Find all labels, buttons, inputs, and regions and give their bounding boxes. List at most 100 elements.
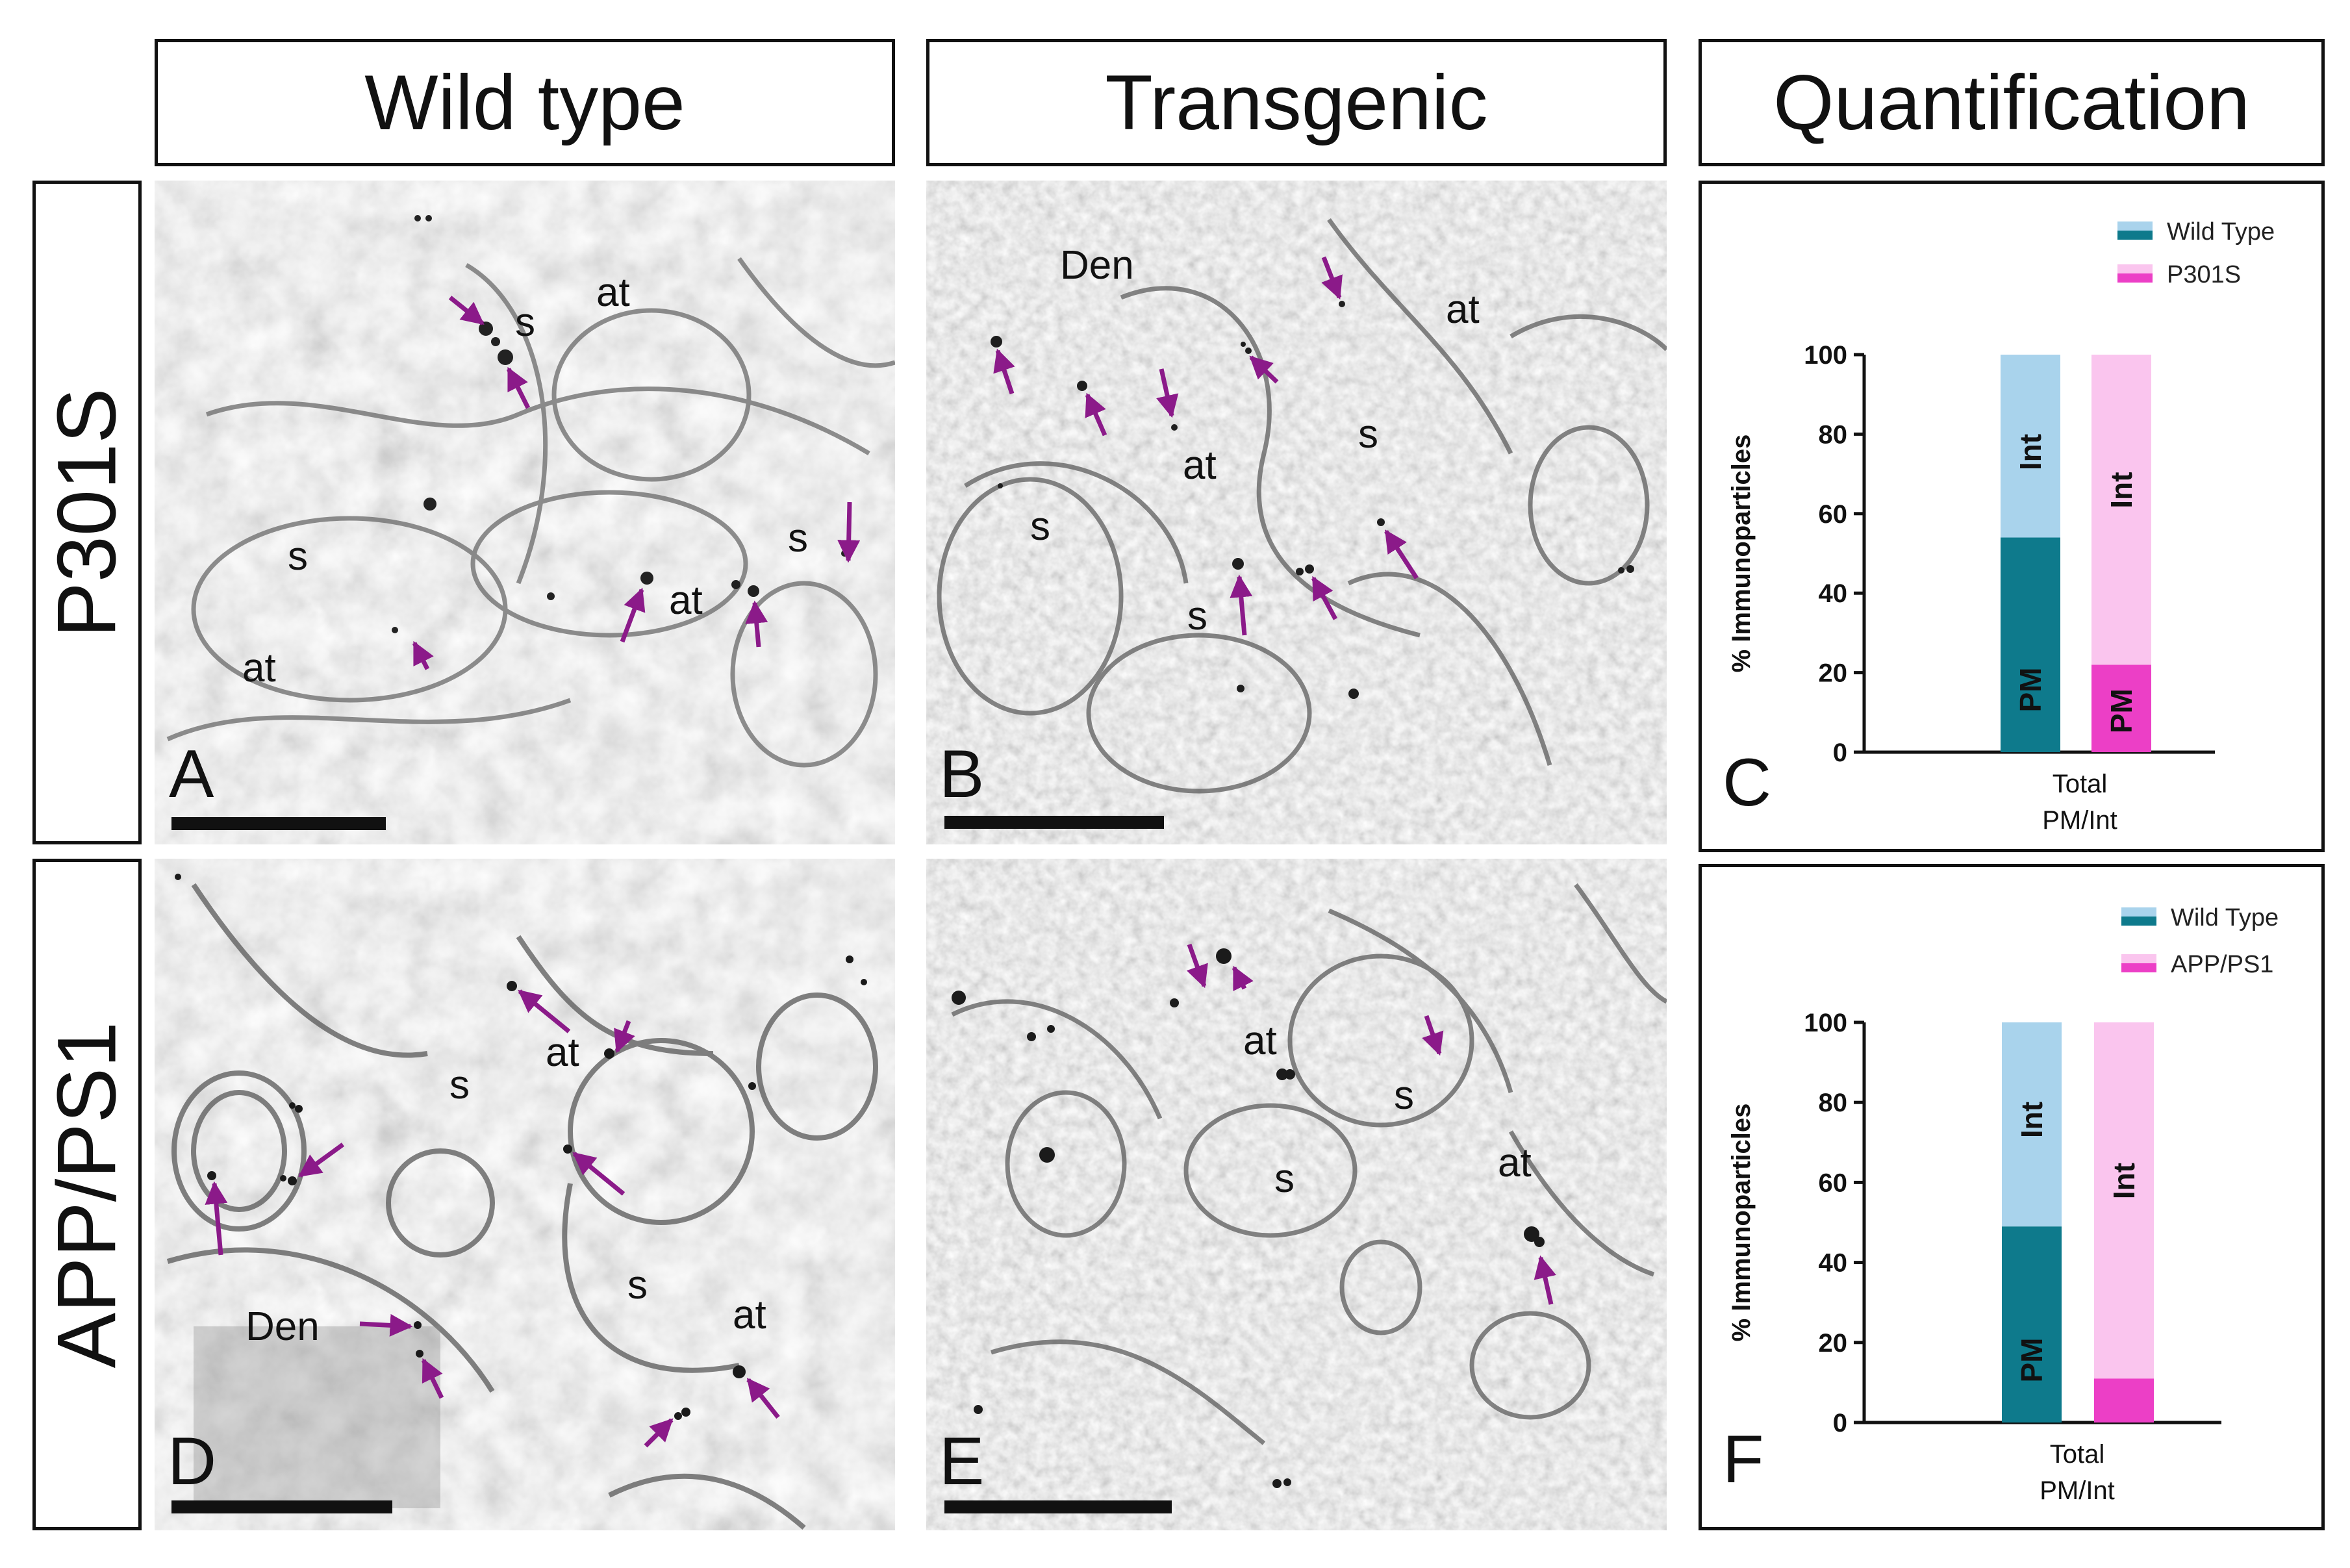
chart-f-ytick-label-0: 0: [1833, 1409, 1847, 1437]
chart-c-legend-swatch-dark-0: [2117, 231, 2153, 240]
chart-f-ylabel: % Immunoparticles: [1727, 1104, 1756, 1342]
label-a-at1: at: [596, 270, 630, 315]
chart-c-bar-int-label-1: Int: [2104, 472, 2138, 509]
chart-c-bar-int-label-0: Int: [2014, 434, 2047, 470]
arrow-cross-d6: [359, 1313, 413, 1337]
chart-c-bar-pm-1: [2091, 664, 2151, 752]
micrograph-b-annotations: [993, 256, 1419, 636]
chart-c-ytick-label-4: 80: [1819, 420, 1848, 449]
arrow-cross-b5: [1321, 256, 1343, 300]
panel-letter-d: D: [168, 1424, 217, 1499]
chart-f-bar-pm-1: [2094, 1378, 2154, 1423]
label-d-at2: at: [733, 1293, 766, 1337]
row-label-p301s-text: P301S: [40, 387, 134, 638]
chart-c-legend-label-0: Wild Type: [2167, 218, 2275, 246]
micrograph-a-annotations: [412, 296, 861, 670]
chart-c-ytick-label-2: 40: [1819, 579, 1848, 608]
panel-letter-a: A: [169, 737, 214, 812]
chart-f-xlabel-line-0: Total: [2050, 1440, 2105, 1469]
scale-bar-e: [944, 1500, 1172, 1513]
micrograph-e-image: [926, 859, 1667, 1530]
chart-f-legend-swatch-light-1: [2121, 954, 2156, 963]
micrograph-b-image: [926, 181, 1667, 844]
chart-c-xlabel-line-1: PM/Int: [2042, 806, 2117, 835]
chart-c-ylabel: % Immunoparticles: [1727, 435, 1756, 673]
arrow-d4: [298, 1143, 345, 1178]
arrow-d1: [518, 989, 571, 1033]
chart-c-bar-pm-label-0: PM: [2014, 668, 2047, 713]
panel-letter-f: F: [1723, 1422, 1764, 1497]
micrograph-e: at s s at E: [926, 859, 1667, 1530]
header-wild-type: Wild type: [155, 39, 895, 166]
label-b-s1: s: [1358, 412, 1378, 457]
scale-bar-b: [944, 816, 1164, 829]
header-wild-type-text: Wild type: [364, 59, 685, 146]
arrow-d5: [205, 1181, 228, 1256]
chart-c-ytick-label-5: 100: [1804, 341, 1847, 370]
arrow-cross-b2: [1085, 392, 1107, 436]
arrow-cross-a3: [837, 501, 861, 563]
chart-f-xlabel-line-1: PM/Int: [2040, 1476, 2115, 1505]
chart-c-bar-pm-0: [2001, 537, 2060, 752]
chart-f-ytick-label-4: 80: [1819, 1089, 1848, 1117]
micrograph-a-image: [155, 181, 895, 844]
label-d-s1: s: [449, 1063, 470, 1107]
chart-f-ytick-label-3: 60: [1819, 1169, 1848, 1197]
chart-c-legend-label-1: P301S: [2167, 261, 2241, 288]
chart-c-bar-pm-label-1: PM: [2104, 689, 2138, 733]
chart-f-bar-pm-label-0: PM: [2015, 1338, 2049, 1383]
arrowhead-d2: [614, 1020, 635, 1054]
arrow-cross-e3: [1422, 1015, 1444, 1056]
arrow-cross-b1: [993, 348, 1015, 395]
arrow-double-e2: [1232, 965, 1254, 992]
label-e-at2: at: [1498, 1141, 1532, 1185]
chart-f-bar-int-label-0: Int: [2015, 1102, 2049, 1138]
chart-f-bar-int-0: [2002, 1022, 2062, 1227]
chart-f-legend-swatch-dark-1: [2121, 963, 2156, 972]
panel-letter-b: B: [939, 737, 985, 812]
header-quantification-text: Quantification: [1773, 59, 2250, 146]
panel-letter-c: C: [1723, 745, 1772, 820]
label-b-at1: at: [1446, 287, 1480, 332]
arrow-cross-d7: [421, 1358, 444, 1399]
chart-f-legend-swatch-dark-0: [2121, 917, 2156, 926]
chart-c-xlabel-line-0: Total: [2053, 770, 2108, 798]
arrow-a4: [620, 587, 646, 643]
arrow-double-b8: [1384, 529, 1419, 579]
chart-f: Wild Type APP/PS1 0 20 40 60 80 100 % Immunopart…: [1699, 864, 2325, 1530]
arrowhead-e1: [1186, 943, 1208, 989]
label-d-den: Den: [246, 1304, 320, 1349]
scale-bar-d: [171, 1500, 392, 1513]
label-a-at3: at: [669, 578, 703, 623]
label-a-at2: at: [242, 646, 276, 690]
panel-letter-e: E: [939, 1424, 985, 1499]
chart-c-bar-int-0: [2001, 355, 2060, 538]
arrow-d3: [572, 1152, 625, 1196]
row-label-app-ps1: APP/PS1: [32, 859, 142, 1530]
chart-c-ytick-label-0: 0: [1833, 739, 1847, 767]
chart-c-bar-int-1: [2091, 355, 2151, 665]
arrowhead-d8: [746, 1378, 780, 1419]
chart-f-legend-label-0: Wild Type: [2171, 904, 2279, 931]
micrograph-d-image: [155, 859, 895, 1530]
scale-bar-a: [171, 817, 386, 830]
chart-f-bar-pm-0: [2002, 1226, 2062, 1423]
row-label-app-ps1-text: APP/PS1: [40, 1021, 134, 1368]
chart-f-ytick-label-2: 40: [1819, 1249, 1848, 1278]
label-b-at2: at: [1183, 443, 1217, 488]
label-a-s2: s: [288, 534, 308, 579]
chart-c-ytick-label-3: 60: [1819, 500, 1848, 529]
arrow-double-a5: [745, 600, 768, 648]
arrowhead-b4: [1249, 355, 1279, 384]
chart-f-bar-int-label-1: Int: [2107, 1163, 2141, 1199]
arrow-cross-a1: [448, 296, 485, 325]
micrograph-e-annotations: [1186, 943, 1556, 1305]
label-b-den: Den: [1060, 243, 1134, 288]
arrow-double-b7: [1311, 575, 1338, 620]
label-b-s2: s: [1030, 504, 1050, 549]
chart-f-legend-swatch-light-0: [2121, 907, 2156, 917]
chart-f-svg: Wild Type APP/PS1 0 20 40 60 80 100 % Immunopart…: [1727, 904, 2279, 1505]
arrowhead-a6: [412, 640, 434, 670]
label-b-s3: s: [1187, 594, 1207, 639]
chart-c-legend-swatch-dark-1: [2117, 273, 2153, 283]
